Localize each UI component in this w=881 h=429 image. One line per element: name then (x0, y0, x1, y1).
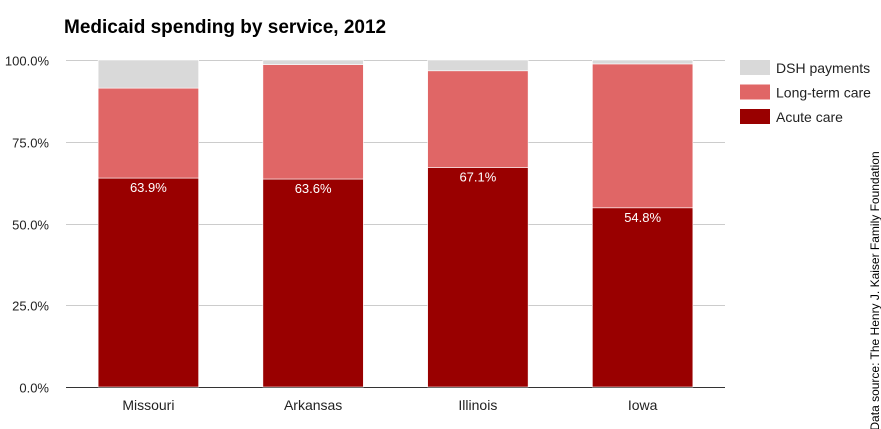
bar-segment-dsh-payments (97, 59, 199, 89)
y-tick-label: 0.0% (19, 381, 49, 396)
legend-label: Long-term care (776, 85, 871, 101)
legend-label: DSH payments (776, 60, 870, 76)
y-tick-label: 50.0% (12, 218, 49, 233)
bar-segment-long-term-care (592, 63, 694, 209)
bar-segment-dsh-payments (592, 59, 694, 65)
y-tick-label: 25.0% (12, 299, 49, 314)
bar-segment-dsh-payments (427, 59, 529, 72)
x-tick-label: Illinois (458, 397, 497, 413)
y-axis-ticks: 0.0% 25.0% 50.0% 75.0% 100.0% (5, 54, 50, 396)
data-source-note: Data source: The Henry J. Kaiser Family … (868, 151, 881, 429)
data-label: 63.9% (130, 180, 167, 195)
y-tick-label: 75.0% (12, 136, 49, 151)
bar-segment-long-term-care (97, 87, 199, 179)
bar-segment-acute-care (427, 167, 529, 388)
bar-segment-acute-care (262, 178, 364, 388)
y-tick-label: 100.0% (5, 54, 50, 69)
legend: DSH payments Long-term care Acute care (740, 60, 871, 125)
x-tick-label: Missouri (122, 397, 174, 413)
chart-title: Medicaid spending by service, 2012 (64, 17, 386, 38)
legend-label: Acute care (776, 109, 843, 125)
legend-swatch (740, 60, 770, 75)
bars: 63.9% 63.6% 67.1% 54.8% (97, 59, 694, 388)
legend-swatch (740, 84, 770, 100)
legend-swatch (740, 109, 770, 124)
data-label: 63.6% (295, 181, 332, 196)
bar-segment-acute-care (592, 207, 694, 388)
x-tick-label: Arkansas (284, 397, 342, 413)
data-label: 67.1% (459, 170, 496, 185)
bar-segment-acute-care (97, 177, 199, 388)
x-axis-ticks: Missouri Arkansas Illinois Iowa (122, 397, 657, 413)
bar-segment-long-term-care (427, 70, 529, 168)
data-label: 54.8% (624, 210, 661, 225)
bar-segment-dsh-payments (262, 59, 364, 65)
bar-segment-long-term-care (262, 64, 364, 180)
x-tick-label: Iowa (628, 397, 658, 413)
